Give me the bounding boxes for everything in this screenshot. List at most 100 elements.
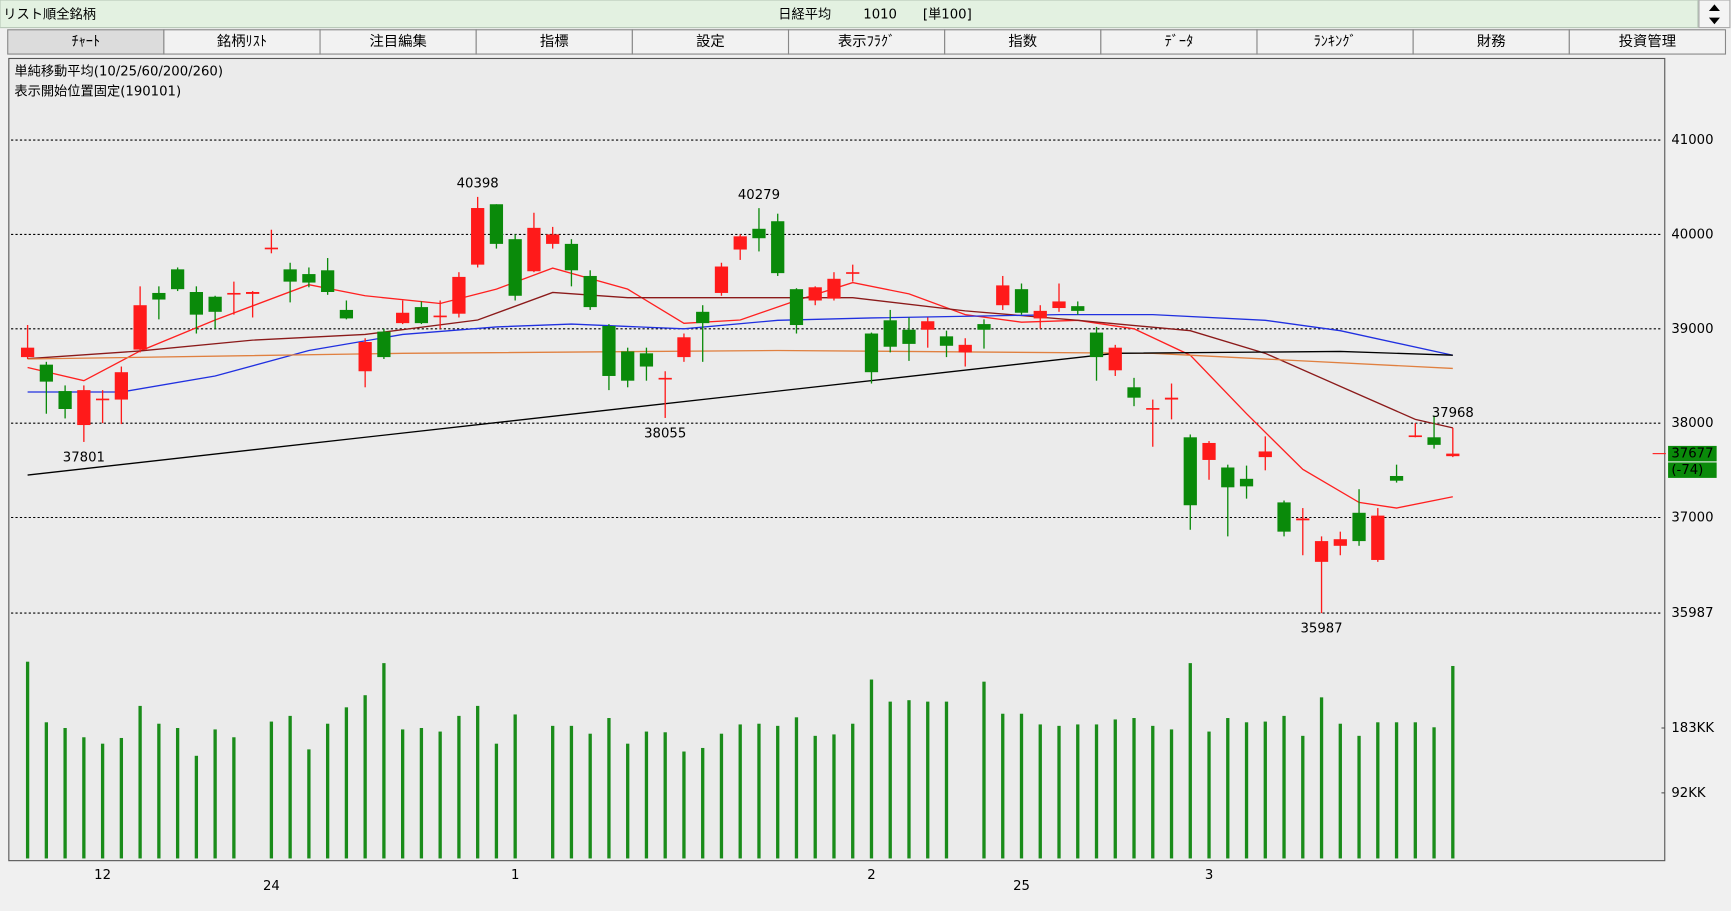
range-label: 表示開始位置固定(190101) [14,84,181,100]
volume-bar [776,725,780,859]
price-annotation: 37801 [63,450,105,465]
tab-label[interactable]: 投資管理 [1619,33,1676,50]
x-tick-label: 12 [94,868,111,883]
volume-bar [1113,719,1117,859]
tab-label[interactable]: 表示ﾌﾗｸﾞ [838,33,895,50]
tab[interactable] [319,29,477,55]
tab-label[interactable]: 注目編集 [369,33,426,50]
volume-bar [1413,722,1417,859]
volume-bar [494,743,499,859]
candle-body [902,329,916,344]
volume-bar [438,731,442,859]
candle-body [39,364,53,382]
candle-body [1427,437,1441,445]
tab-label[interactable]: 指数 [1008,33,1037,50]
volume-bar [476,705,480,859]
volume-bar [851,723,855,859]
volume-bar [944,701,949,859]
candle-body [658,377,672,380]
volume-bar [457,715,461,859]
tab-label[interactable]: ﾗﾝｷﾝｸﾞ [1314,33,1357,50]
candle-body [939,336,954,346]
y-tick-label: 39000 [1671,322,1713,337]
volume-bar [1226,718,1230,859]
tab[interactable] [163,29,321,55]
plot: 35987 37000 38000 39000 40000 41000 92KK 183KK 4… [11,133,1717,894]
volume-bar [869,679,874,859]
candle-body [208,296,222,312]
volume-bar [232,737,236,859]
candle-body [808,287,822,301]
year-label: 25 [1013,879,1030,894]
tab-label[interactable]: 財務 [1477,33,1506,50]
candle-body [283,269,297,282]
volume-bar [325,723,330,859]
candle-body [696,311,710,324]
volume-bar [401,729,405,859]
tab-label[interactable]: 設定 [696,33,725,50]
volume-bar [157,723,161,859]
volume-bar [1207,731,1211,859]
volume-bar [269,721,274,859]
volume-bar [194,755,199,859]
candle-body [414,307,429,324]
unit: [単100] [923,6,972,22]
candle-body [1071,306,1085,311]
tab-label[interactable]: ﾃﾞｰﾀ [1165,33,1194,50]
candle-body [508,239,522,296]
scroll-arrows[interactable] [1708,4,1720,25]
volume-bar [813,735,817,859]
candle-body [170,269,185,290]
volume-bar [1094,724,1099,859]
volume-bar [1019,713,1024,859]
volume-bar [1432,727,1436,859]
moving-average [27,349,1453,370]
candle-body [321,270,335,293]
volume-bar [100,743,105,859]
candle-body [733,236,747,250]
last-price: 37677 [1671,447,1713,462]
tab[interactable] [1256,29,1414,55]
volume-bar [663,732,667,859]
tab[interactable] [1100,29,1258,55]
scroll-buttons[interactable] [1698,0,1731,29]
volume-bar [1394,722,1399,859]
candle-body [1277,502,1291,532]
volume-tick-label: 92KK [1671,786,1706,801]
volume-bar [1319,697,1324,859]
volume-bar [1001,713,1005,859]
candle-body [377,331,391,358]
volume-bar [119,737,124,859]
tab-label[interactable]: 銘柄ﾘｽﾄ [217,33,267,50]
y-tick-label: 35987 [1671,606,1713,621]
moving-average [27,350,1453,476]
candle-body [602,325,616,376]
tab-label[interactable]: ﾁｬｰﾄ [71,34,100,50]
ma-label: 単純移動平均(10/25/60/200/260) [14,64,223,80]
tab[interactable] [631,29,790,55]
tab[interactable] [7,29,165,55]
candle-body [1164,397,1179,400]
chart-panel [8,57,1666,862]
candle-body [639,353,654,367]
candle-body [677,337,691,358]
index-code: 1010 [863,7,897,22]
candle-body [827,278,841,299]
price-annotation: 38055 [644,426,686,441]
candle-body [1446,453,1460,457]
candle-body [246,292,260,294]
candle-body [1052,301,1066,309]
candle-body [583,275,597,308]
candle-body [339,309,354,319]
candle-body [996,285,1010,306]
candle-body [621,351,635,381]
volume-bar [63,727,67,859]
volume-bar [832,734,836,859]
tab-label[interactable]: 指標 [540,33,569,50]
price-annotation: 35987 [1300,622,1342,637]
volume-bar [794,717,799,859]
volume-bar [288,715,292,859]
tab[interactable] [1412,29,1570,55]
tab[interactable] [1568,29,1727,55]
